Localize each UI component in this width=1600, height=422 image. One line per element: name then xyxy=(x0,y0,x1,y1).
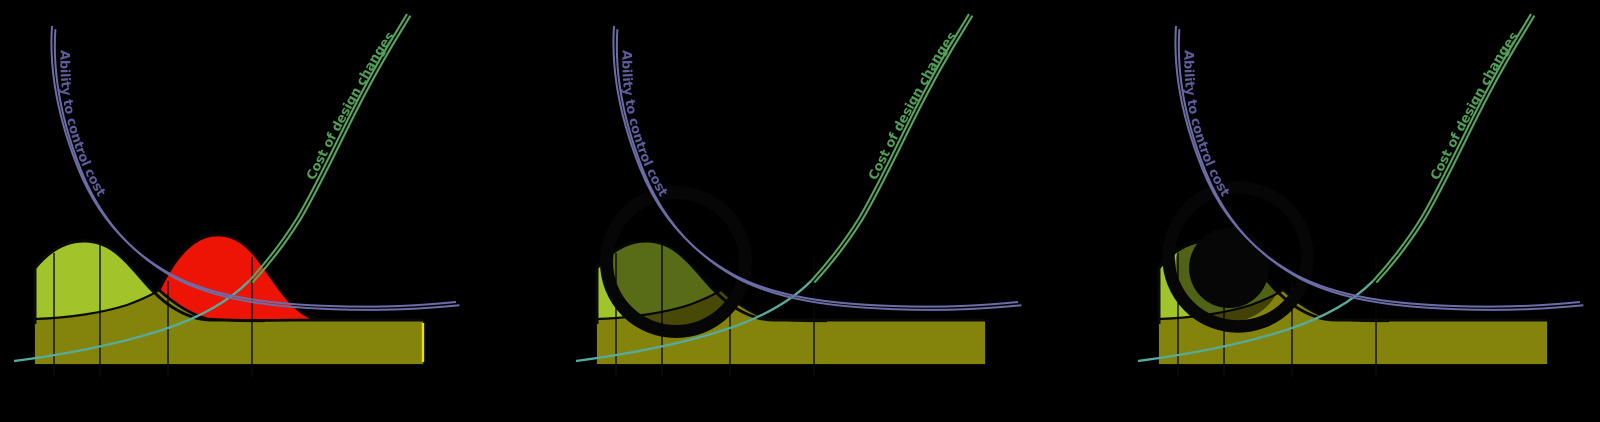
highlight-ring-annotation xyxy=(1162,181,1314,333)
highlight-ring-annotation xyxy=(600,186,752,338)
panel-stage-1 xyxy=(14,14,459,378)
panel-stage-3 xyxy=(1138,14,1583,378)
solid-dot-annotation xyxy=(1189,228,1269,308)
dim-disc-annotation xyxy=(600,186,752,338)
panel-stage-2 xyxy=(576,14,1021,378)
late-effort-bell-red xyxy=(157,233,316,322)
